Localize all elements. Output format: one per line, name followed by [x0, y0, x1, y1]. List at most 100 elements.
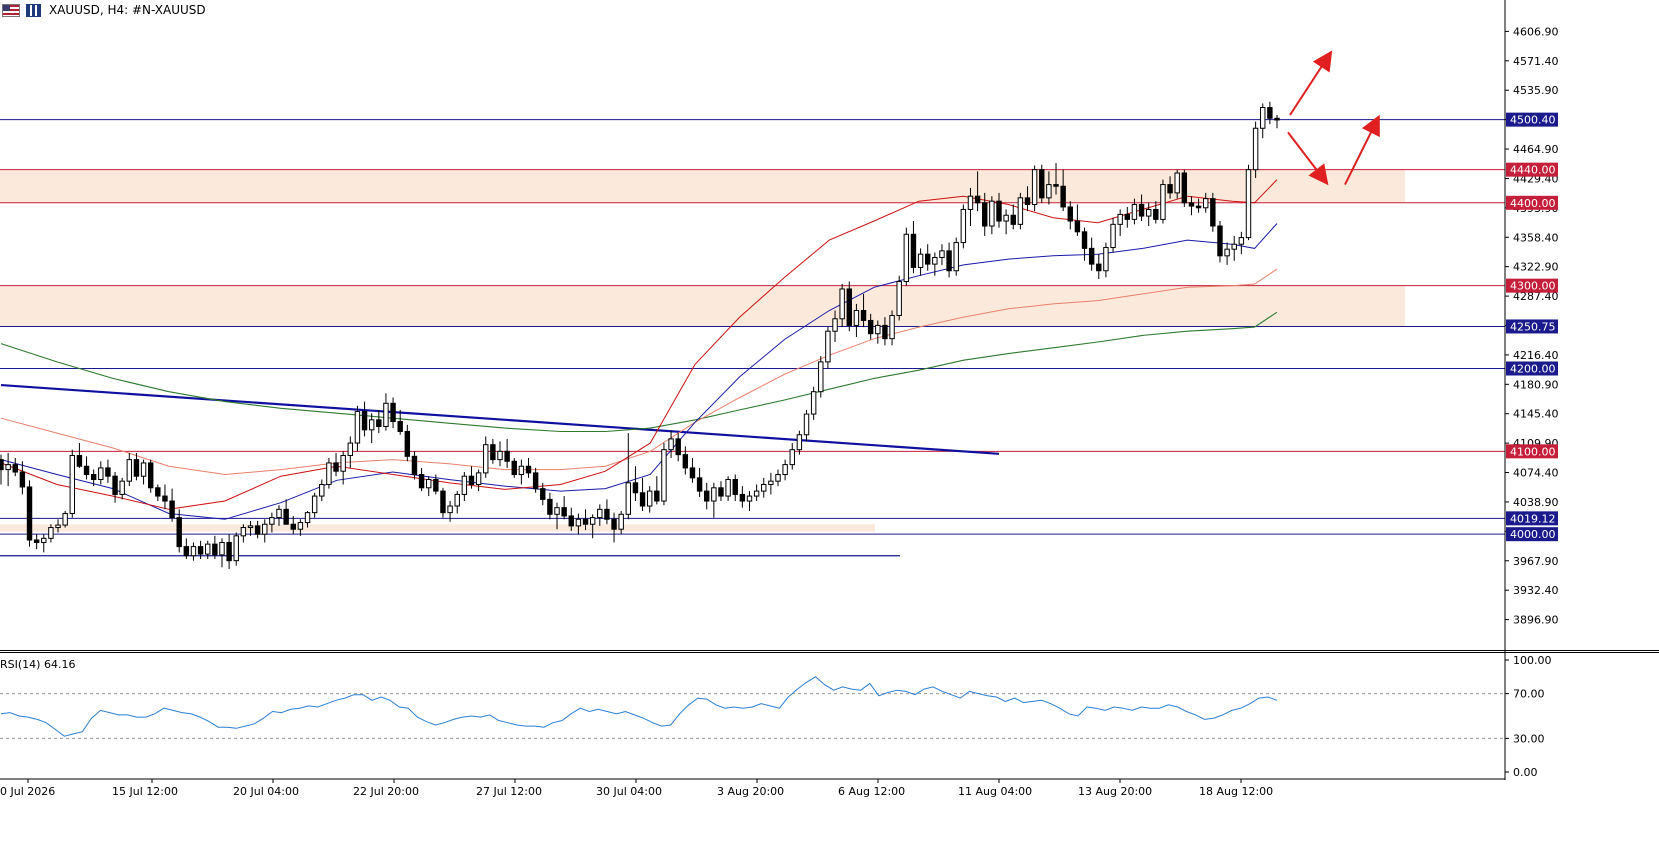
rsi-tick-label: 70.00	[1513, 688, 1545, 701]
candle-body	[711, 487, 717, 502]
candle	[661, 443, 667, 506]
candle	[319, 479, 325, 502]
candle-body	[960, 208, 967, 244]
candle	[939, 244, 945, 265]
candle-body	[176, 517, 182, 548]
candle	[497, 441, 503, 467]
candle-body	[689, 467, 696, 479]
candle	[1039, 164, 1045, 203]
candle-body	[1224, 248, 1230, 257]
candle	[254, 520, 261, 539]
time-tick-label: 11 Aug 04:00	[958, 785, 1032, 798]
candle-body	[311, 495, 318, 514]
candle-body	[1167, 184, 1173, 194]
candle-body	[732, 479, 738, 495]
candle	[418, 467, 425, 492]
candle	[1167, 176, 1173, 199]
candle-body	[283, 508, 289, 525]
candle	[889, 310, 895, 346]
us-flag-icon	[2, 3, 20, 17]
candle	[1188, 196, 1195, 216]
candle-body	[839, 288, 845, 320]
candle-body	[1117, 213, 1123, 225]
level-label-box	[1506, 112, 1558, 127]
candle	[696, 467, 703, 497]
candle-body	[518, 465, 525, 476]
time-tick-label: 6 Aug 12:00	[838, 785, 905, 798]
candle	[611, 512, 617, 543]
candle-body	[996, 200, 1002, 222]
level-label-box	[1506, 162, 1558, 177]
candle	[746, 491, 753, 511]
time-tick-label: 3 Aug 20:00	[717, 785, 784, 798]
candle	[896, 275, 902, 321]
candle-body	[69, 454, 75, 514]
candle-body	[1039, 169, 1045, 199]
candle-body	[1103, 247, 1109, 272]
candle	[376, 409, 382, 434]
candle	[1174, 169, 1180, 199]
candle	[946, 242, 952, 278]
candle	[1124, 206, 1131, 228]
candle	[639, 477, 646, 511]
candle-body	[1231, 243, 1237, 250]
candle	[440, 487, 446, 518]
candle	[568, 507, 574, 531]
forecast-arrow	[1344, 114, 1380, 186]
candle-body	[1174, 172, 1180, 194]
candle	[953, 237, 959, 276]
candle-body	[376, 419, 382, 427]
candle	[169, 488, 175, 522]
candle-body	[768, 480, 774, 485]
candle	[1153, 201, 1159, 224]
price-tick-label: 4287.40	[1513, 290, 1559, 303]
candle-body	[739, 493, 746, 502]
candle-body	[12, 464, 18, 473]
candle-body	[183, 546, 190, 557]
candle-body	[1145, 208, 1152, 217]
candle	[625, 433, 632, 520]
candle	[411, 451, 418, 480]
candle-body	[347, 442, 354, 456]
candle-body	[1267, 107, 1273, 119]
candle-body	[924, 253, 931, 265]
candle-body	[41, 537, 47, 543]
candle	[1217, 221, 1223, 263]
candle	[361, 401, 368, 437]
candle-body	[454, 493, 460, 507]
time-tick-label: 0 Jul 2026	[0, 785, 55, 798]
candle-body	[304, 512, 311, 524]
candle	[739, 486, 746, 508]
candle-body	[796, 434, 803, 451]
candle-body	[789, 449, 795, 466]
candle-body	[661, 449, 667, 502]
candle-body	[262, 523, 268, 535]
candle-body	[853, 310, 860, 326]
candle-body	[882, 324, 888, 340]
candle	[1074, 204, 1081, 236]
candle-body	[668, 438, 674, 451]
candle-body	[910, 233, 917, 268]
candle-body	[704, 490, 710, 502]
candle-body	[1252, 127, 1259, 171]
candle-body	[575, 518, 582, 527]
candle	[1203, 192, 1209, 213]
descending-trendline[interactable]	[0, 383, 1000, 455]
candle-body	[447, 505, 453, 514]
candle-body	[354, 411, 361, 444]
candle-body	[932, 256, 938, 265]
candle-body	[383, 402, 389, 427]
candle	[761, 477, 767, 498]
level-label: 4300.00	[1510, 280, 1556, 293]
candle-body	[112, 475, 118, 495]
level-label-box	[1506, 444, 1558, 459]
candle-body	[1124, 213, 1131, 220]
candle	[646, 486, 653, 513]
candle-body	[126, 459, 133, 482]
candle	[447, 501, 453, 522]
candle	[704, 482, 710, 510]
candle-body	[1153, 208, 1159, 220]
candle-body	[989, 200, 995, 227]
level-label-box	[1506, 361, 1558, 376]
